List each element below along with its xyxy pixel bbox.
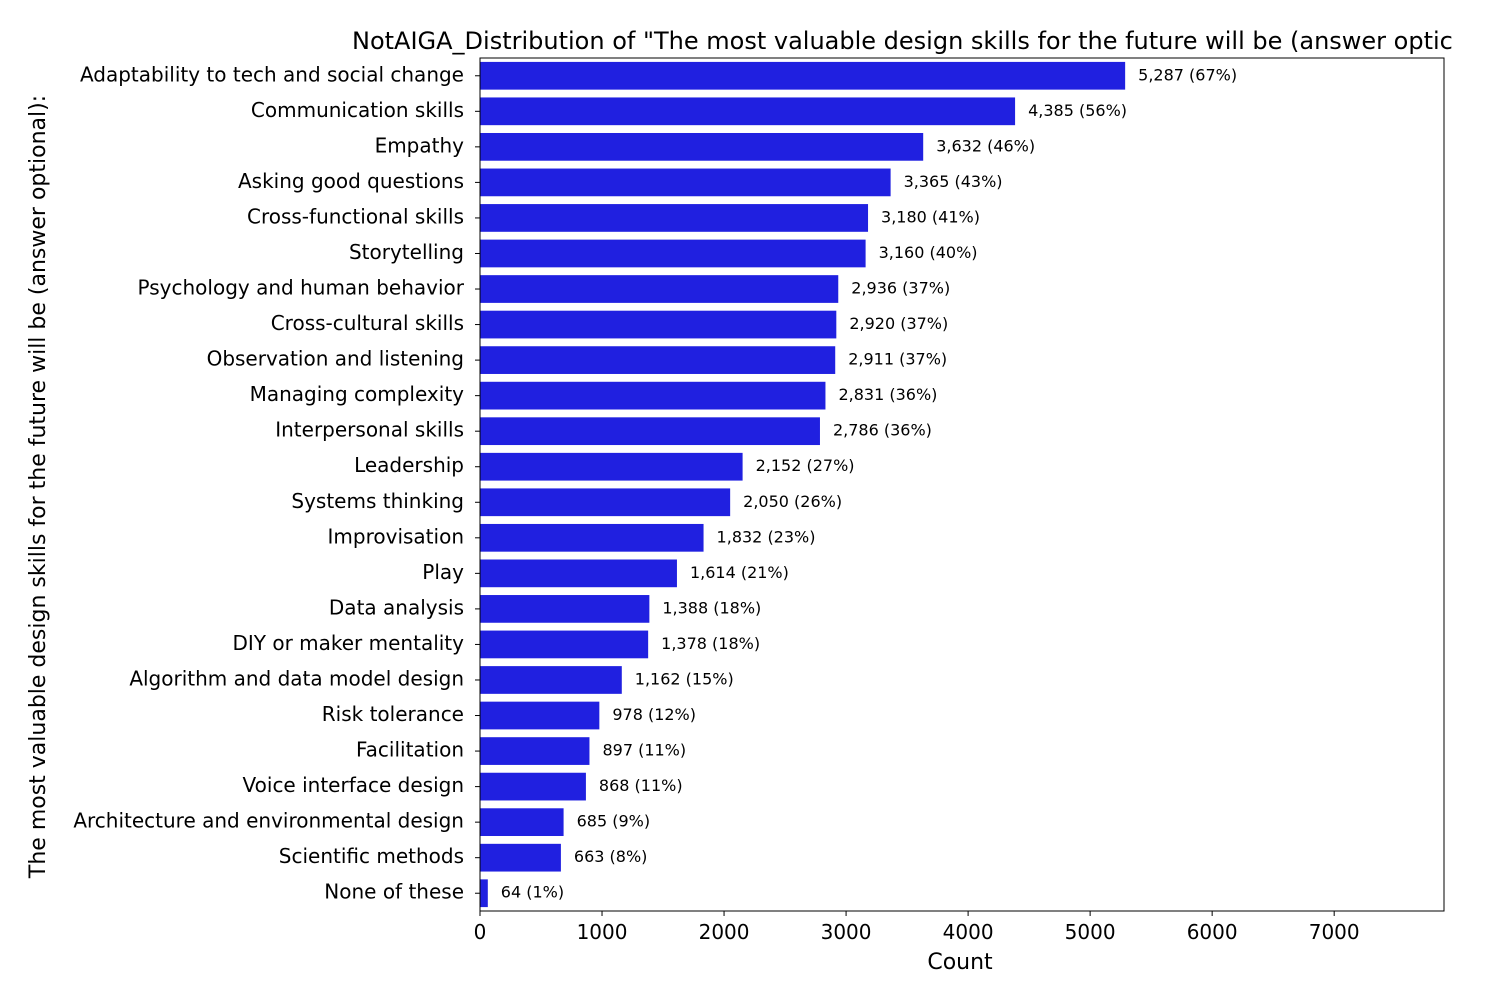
bar [480, 879, 488, 908]
data-label: 4,385 (56%) [1028, 101, 1127, 120]
data-label: 3,160 (40%) [879, 243, 978, 262]
category-label: Communication skills [251, 98, 464, 122]
data-label: 978 (12%) [612, 705, 696, 724]
bar [480, 310, 837, 339]
data-label: 3,365 (43%) [904, 172, 1003, 191]
bars-layer [480, 61, 1126, 908]
x-axis-ticks: 0 1000 2000 3000 4000 5000 6000 7000 [474, 75, 1360, 944]
bar [480, 630, 649, 659]
data-label: 2,936 (37%) [851, 279, 950, 298]
category-label: Storytelling [349, 240, 464, 264]
category-label: DIY or maker mentality [232, 631, 464, 655]
category-label: Facilitation [356, 738, 464, 762]
bar [480, 239, 866, 268]
category-label: Interpersonal skills [275, 418, 464, 442]
bar [480, 488, 731, 517]
bar [480, 346, 836, 374]
y-axis-title: The most valuable design skills for the … [26, 95, 51, 879]
bar [480, 417, 820, 446]
bar [480, 204, 869, 232]
x-tick-label: 7000 [1309, 920, 1360, 944]
bar [480, 381, 826, 410]
bar [480, 808, 564, 837]
x-axis-title: Count [927, 950, 993, 975]
bar [480, 61, 1126, 90]
category-label: None of these [324, 880, 464, 904]
x-tick-label: 4000 [943, 920, 994, 944]
x-tick-label: 6000 [1187, 920, 1238, 944]
category-label: Data analysis [329, 595, 464, 619]
category-label: Play [422, 560, 464, 584]
category-label: Psychology and human behavior [138, 276, 465, 300]
data-label: 868 (11%) [599, 776, 683, 795]
data-label: 2,050 (26%) [743, 492, 842, 511]
data-label: 2,911 (37%) [848, 350, 947, 369]
bar [480, 168, 891, 197]
x-tick-label: 2000 [699, 920, 750, 944]
category-label: Cross-cultural skills [271, 311, 464, 335]
data-label: 5,287 (67%) [1138, 65, 1237, 84]
bar [480, 132, 924, 161]
bar [480, 701, 600, 730]
bar [480, 97, 1016, 126]
bar [480, 559, 677, 588]
data-label: 1,832 (23%) [717, 527, 816, 546]
chart-title: NotAIGA_Distribution of "The most valuab… [352, 27, 1453, 55]
x-tick-label: 3000 [821, 920, 872, 944]
category-label: Empathy [375, 133, 465, 157]
data-label: 1,614 (21%) [690, 563, 789, 582]
data-label: 1,162 (15%) [635, 669, 734, 688]
data-label: 2,152 (27%) [756, 456, 855, 475]
data-label: 663 (8%) [574, 847, 648, 866]
category-label: Observation and listening [207, 347, 464, 371]
x-tick-label: 0 [474, 920, 487, 944]
category-label: Improvisation [328, 524, 464, 548]
x-tick-label: 5000 [1065, 920, 1116, 944]
category-label: Scientific methods [279, 844, 464, 868]
data-labels-layer: 5,287 (67%) 4,385 (56%) 3,632 (46%) 3,365 (… [501, 65, 1237, 901]
data-label: 1,388 (18%) [662, 598, 761, 617]
category-label: Voice interface design [243, 773, 464, 797]
bar [480, 275, 839, 303]
bar [480, 595, 650, 623]
x-tick-label: 1000 [577, 920, 628, 944]
category-label: Cross-functional skills [247, 204, 464, 228]
data-label: 3,632 (46%) [936, 136, 1035, 155]
data-label: 1,378 (18%) [661, 634, 760, 653]
data-label: 685 (9%) [577, 812, 651, 831]
category-labels-layer: Adaptability to tech and social change Co… [73, 62, 464, 903]
bar [480, 772, 586, 801]
data-label: 2,920 (37%) [849, 314, 948, 333]
category-label: Systems thinking [291, 489, 464, 513]
category-label: Managing complexity [250, 382, 465, 406]
bar [480, 523, 704, 552]
plot-frame [479, 57, 1445, 912]
data-label: 64 (1%) [501, 883, 564, 902]
category-label: Adaptability to tech and social change [80, 62, 464, 86]
category-label: Algorithm and data model design [129, 666, 464, 690]
data-label: 2,831 (36%) [838, 385, 937, 404]
category-label: Asking good questions [238, 169, 464, 193]
bar [480, 843, 561, 872]
category-label: Risk tolerance [322, 702, 464, 726]
category-label: Architecture and environmental design [73, 809, 464, 833]
bar [480, 737, 590, 765]
data-label: 897 (11%) [602, 741, 686, 760]
bar [480, 452, 743, 481]
bar [480, 666, 622, 694]
data-label: 2,786 (36%) [833, 421, 932, 440]
category-label: Leadership [354, 453, 464, 477]
data-label: 3,180 (41%) [881, 207, 980, 226]
